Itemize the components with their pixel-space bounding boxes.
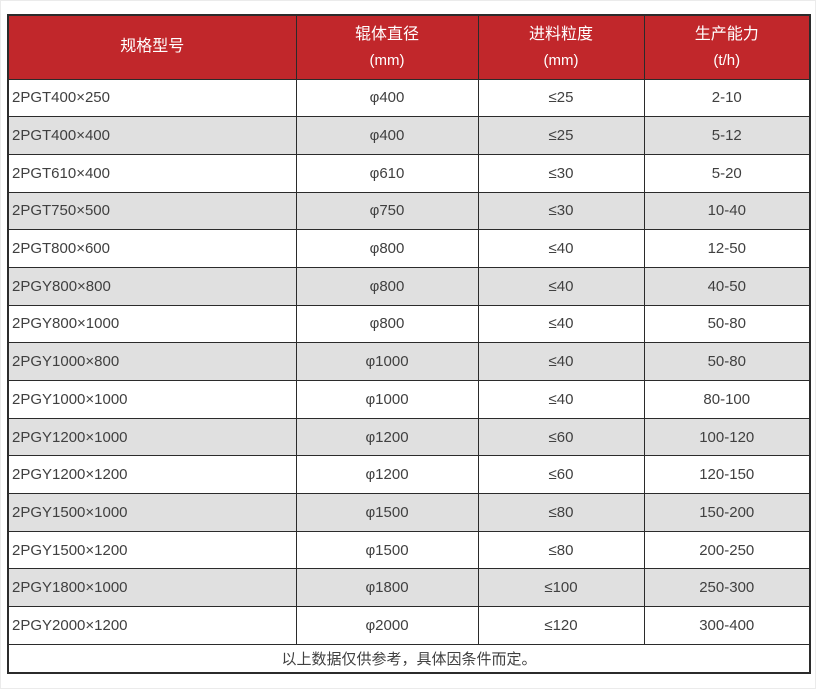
table-body: 2PGT400×250 φ400 ≤25 2-10 2PGT400×400 φ4… <box>7 78 811 645</box>
table-row: 2PGY1000×800 φ1000 ≤40 50-80 <box>7 342 811 381</box>
cell-feed-size: ≤40 <box>477 304 645 344</box>
cell-roller-diameter: φ400 <box>295 116 479 155</box>
cell-model: 2PGT400×400 <box>7 116 297 155</box>
footer-note: 以上数据仅供参考，具体因条件而定。 <box>7 643 811 674</box>
cell-feed-size: ≤40 <box>477 380 645 419</box>
column-header-label: 规格型号 <box>120 38 185 56</box>
column-header-feed-size: 进料粒度 (mm) <box>477 14 645 80</box>
cell-roller-diameter: φ750 <box>295 191 479 231</box>
cell-feed-size: ≤40 <box>477 342 645 381</box>
cell-capacity: 80-100 <box>643 380 811 419</box>
cell-capacity: 300-400 <box>643 606 811 645</box>
column-header-capacity: 生产能力 (t/h) <box>643 14 811 80</box>
cell-capacity: 2-10 <box>643 78 811 118</box>
column-header-label: 辊体直径 <box>354 25 419 43</box>
column-header-unit: (mm) <box>543 51 579 69</box>
cell-model: 2PGY1500×1000 <box>7 493 297 532</box>
spec-table: 规格型号 辊体直径 (mm) 进料粒度 (mm) 生产能力 (t/h) 2PGT… <box>7 14 811 675</box>
cell-roller-diameter: φ1200 <box>295 417 479 457</box>
cell-capacity: 120-150 <box>643 455 811 495</box>
cell-roller-diameter: φ1000 <box>295 380 479 419</box>
table-footer: 以上数据仅供参考，具体因条件而定。 <box>7 643 811 674</box>
cell-roller-diameter: φ800 <box>295 266 479 306</box>
table-row: 2PGY1200×1000 φ1200 ≤60 100-120 <box>7 417 811 457</box>
cell-model: 2PGY2000×1200 <box>7 606 297 645</box>
cell-capacity: 40-50 <box>643 266 811 306</box>
cell-model: 2PGY800×1000 <box>7 304 297 344</box>
cell-feed-size: ≤120 <box>477 606 645 645</box>
cell-feed-size: ≤30 <box>477 191 645 231</box>
cell-capacity: 100-120 <box>643 417 811 457</box>
table-row: 2PGY1200×1200 φ1200 ≤60 120-150 <box>7 455 811 495</box>
cell-model: 2PGY1500×1200 <box>7 530 297 570</box>
column-header-unit: (mm) <box>369 51 405 69</box>
table-row: 2PGY1500×1200 φ1500 ≤80 200-250 <box>7 530 811 570</box>
column-header-unit: (t/h) <box>713 51 741 69</box>
table-row: 2PGY1000×1000 φ1000 ≤40 80-100 <box>7 380 811 419</box>
cell-roller-diameter: φ1200 <box>295 455 479 495</box>
column-header-model: 规格型号 <box>7 14 297 80</box>
cell-capacity: 12-50 <box>643 229 811 268</box>
cell-feed-size: ≤40 <box>477 229 645 268</box>
cell-roller-diameter: φ1500 <box>295 493 479 532</box>
table-header: 规格型号 辊体直径 (mm) 进料粒度 (mm) 生产能力 (t/h) <box>7 14 811 80</box>
table-row: 2PGT750×500 φ750 ≤30 10-40 <box>7 191 811 231</box>
cell-feed-size: ≤30 <box>477 153 645 193</box>
cell-model: 2PGY1000×1000 <box>7 380 297 419</box>
table-row: 2PGT610×400 φ610 ≤30 5-20 <box>7 153 811 193</box>
table-row: 2PGT400×250 φ400 ≤25 2-10 <box>7 78 811 118</box>
table-row: 2PGY2000×1200 φ2000 ≤120 300-400 <box>7 606 811 645</box>
cell-feed-size: ≤80 <box>477 530 645 570</box>
cell-model: 2PGY1200×1000 <box>7 417 297 457</box>
cell-roller-diameter: φ800 <box>295 304 479 344</box>
cell-roller-diameter: φ1800 <box>295 568 479 608</box>
cell-feed-size: ≤40 <box>477 266 645 306</box>
cell-capacity: 250-300 <box>643 568 811 608</box>
cell-capacity: 150-200 <box>643 493 811 532</box>
cell-feed-size: ≤100 <box>477 568 645 608</box>
cell-roller-diameter: φ1500 <box>295 530 479 570</box>
table-row: 2PGT800×600 φ800 ≤40 12-50 <box>7 229 811 268</box>
table-row: 2PGT400×400 φ400 ≤25 5-12 <box>7 116 811 155</box>
cell-capacity: 50-80 <box>643 342 811 381</box>
cell-capacity: 10-40 <box>643 191 811 231</box>
table-row: 2PGY800×1000 φ800 ≤40 50-80 <box>7 304 811 344</box>
table-row: 2PGY1800×1000 φ1800 ≤100 250-300 <box>7 568 811 608</box>
cell-roller-diameter: φ1000 <box>295 342 479 381</box>
column-header-roller-diameter: 辊体直径 (mm) <box>295 14 479 80</box>
cell-capacity: 200-250 <box>643 530 811 570</box>
cell-feed-size: ≤60 <box>477 455 645 495</box>
cell-model: 2PGY1800×1000 <box>7 568 297 608</box>
cell-feed-size: ≤60 <box>477 417 645 457</box>
cell-model: 2PGY1200×1200 <box>7 455 297 495</box>
cell-feed-size: ≤25 <box>477 116 645 155</box>
cell-roller-diameter: φ800 <box>295 229 479 268</box>
cell-model: 2PGY1000×800 <box>7 342 297 381</box>
cell-model: 2PGT610×400 <box>7 153 297 193</box>
column-header-label: 生产能力 <box>694 25 759 43</box>
cell-roller-diameter: φ2000 <box>295 606 479 645</box>
cell-feed-size: ≤25 <box>477 78 645 118</box>
cell-model: 2PGT400×250 <box>7 78 297 118</box>
cell-capacity: 5-12 <box>643 116 811 155</box>
cell-roller-diameter: φ400 <box>295 78 479 118</box>
cell-feed-size: ≤80 <box>477 493 645 532</box>
footer-row: 以上数据仅供参考，具体因条件而定。 <box>7 643 811 674</box>
cell-roller-diameter: φ610 <box>295 153 479 193</box>
header-row: 规格型号 辊体直径 (mm) 进料粒度 (mm) 生产能力 (t/h) <box>7 14 811 80</box>
cell-model: 2PGT750×500 <box>7 191 297 231</box>
table-row: 2PGY800×800 φ800 ≤40 40-50 <box>7 266 811 306</box>
column-header-label: 进料粒度 <box>528 25 593 43</box>
cell-capacity: 5-20 <box>643 153 811 193</box>
cell-capacity: 50-80 <box>643 304 811 344</box>
cell-model: 2PGT800×600 <box>7 229 297 268</box>
table-row: 2PGY1500×1000 φ1500 ≤80 150-200 <box>7 493 811 532</box>
cell-model: 2PGY800×800 <box>7 266 297 306</box>
